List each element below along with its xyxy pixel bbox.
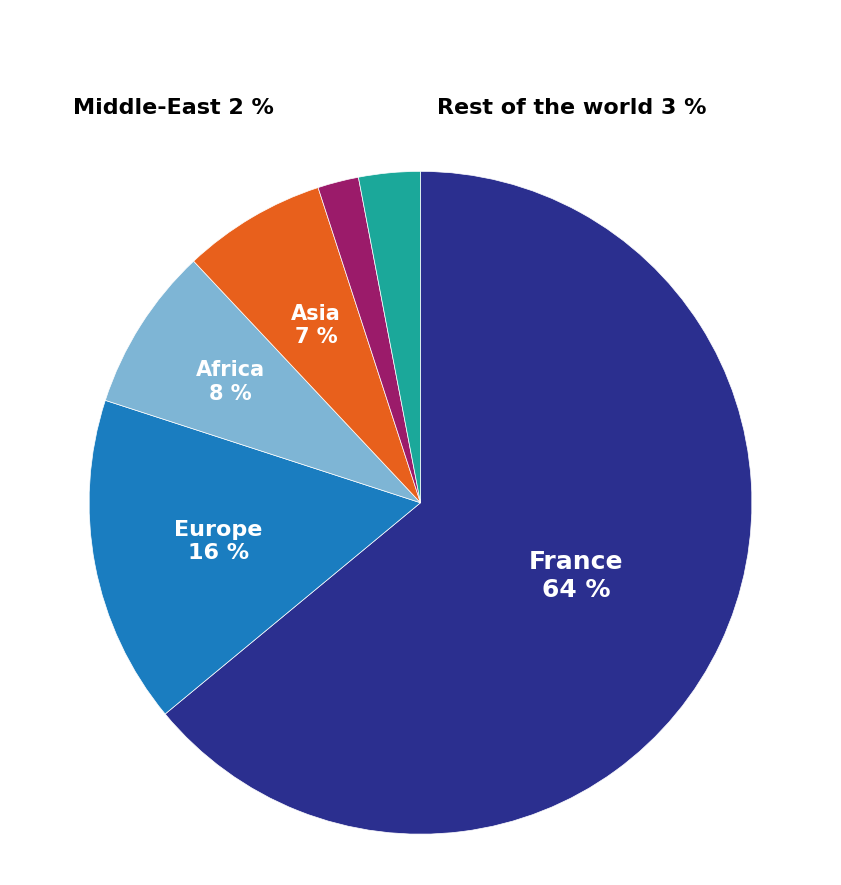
Wedge shape [105,261,420,503]
Text: Asia
7 %: Asia 7 % [291,304,341,348]
Wedge shape [318,177,420,503]
Text: Europe
16 %: Europe 16 % [174,519,263,563]
Wedge shape [165,172,752,835]
Text: Middle-East 2 %: Middle-East 2 % [72,98,273,119]
Wedge shape [358,172,420,503]
Text: Africa
8 %: Africa 8 % [196,360,265,404]
Text: Rest of the world 3 %: Rest of the world 3 % [437,98,706,119]
Wedge shape [193,188,420,503]
Wedge shape [89,400,421,714]
Text: France
64 %: France 64 % [529,550,624,602]
